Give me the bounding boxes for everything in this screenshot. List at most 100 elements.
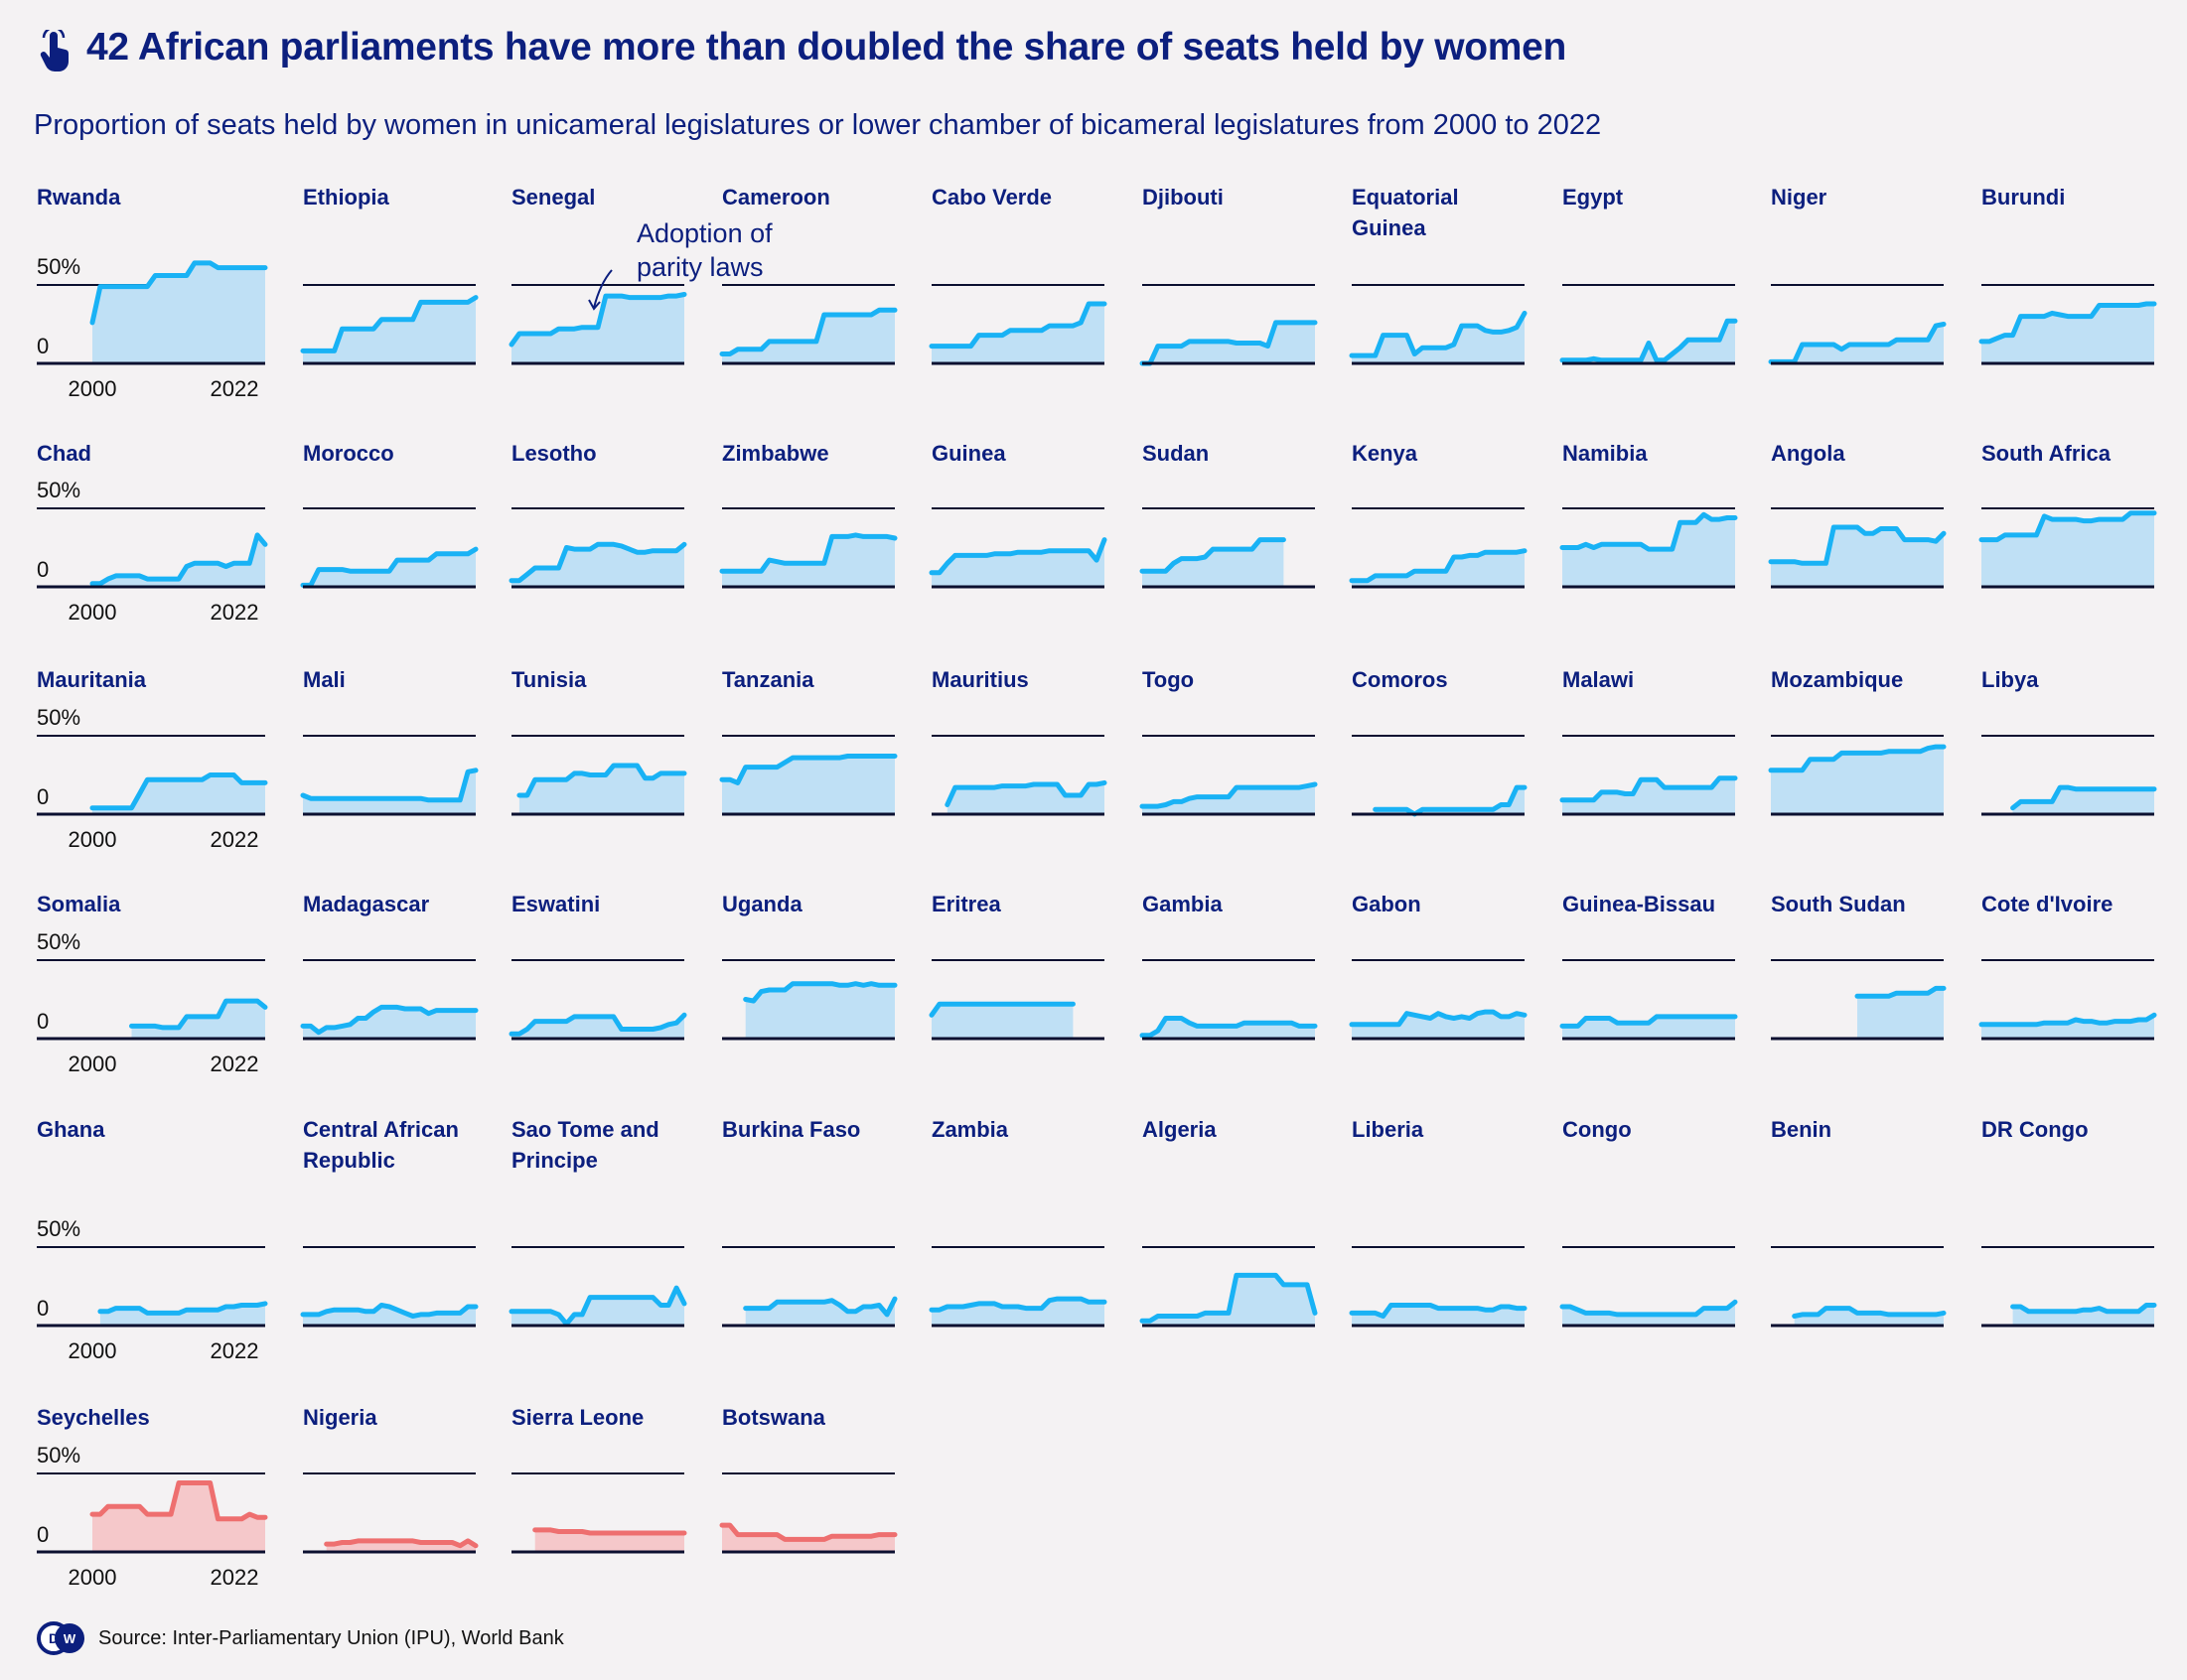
- series-line: [1792, 1306, 1947, 1319]
- series-area: [303, 770, 476, 814]
- series-line: [1139, 781, 1318, 809]
- series-area: [1857, 988, 1944, 1039]
- series-area: [511, 1015, 684, 1039]
- x-tick-2000: 2000: [68, 376, 117, 401]
- series-area: [932, 1299, 1104, 1326]
- annotation-line-2: parity laws: [637, 252, 764, 282]
- source-text: Source: Inter-Parliamentary Union (IPU),…: [98, 1626, 564, 1649]
- country-title: Malawi: [1562, 667, 1635, 692]
- country-title: Benin: [1771, 1117, 1832, 1142]
- y-tick-50: 50%: [37, 478, 81, 502]
- series-area: [932, 1004, 1074, 1039]
- y-tick-0: 0: [37, 1522, 50, 1547]
- y-tick-50: 50%: [37, 705, 81, 730]
- series-area: [745, 983, 895, 1039]
- country-title: Chad: [37, 441, 91, 466]
- series-area: [1771, 747, 1944, 814]
- country-title: Togo: [1142, 667, 1195, 692]
- series-area: [745, 1299, 895, 1326]
- y-tick-0: 0: [37, 784, 50, 809]
- country-title: Seychelles: [37, 1405, 150, 1430]
- country-title: Namibia: [1562, 441, 1648, 466]
- series-line: [1768, 322, 1947, 364]
- series-line: [509, 541, 687, 584]
- x-tick-2022: 2022: [210, 1565, 259, 1590]
- country-title: Eswatini: [511, 892, 601, 916]
- series-line: [1373, 784, 1528, 817]
- dw-logo: D W: [37, 1621, 84, 1655]
- country-title: Mozambique: [1771, 667, 1904, 692]
- x-tick-2000: 2000: [68, 1565, 117, 1590]
- country-title: Botswana: [722, 1405, 825, 1430]
- annotation-line-1: Adoption of: [637, 218, 773, 248]
- series-area: [2012, 1305, 2154, 1326]
- country-title: Cote d'Ivoire: [1981, 892, 2114, 916]
- series-line: [1139, 320, 1318, 366]
- series-line: [1139, 1016, 1318, 1039]
- country-title: Niger: [1771, 185, 1827, 210]
- series-area: [722, 310, 895, 363]
- country-title: Mali: [303, 667, 346, 692]
- series-area: [303, 1007, 476, 1039]
- series-area: [1771, 527, 1944, 587]
- series-area: [1794, 1308, 1944, 1326]
- country-title: Sao Tome and Principe: [511, 1117, 659, 1173]
- country-title: South Africa: [1981, 441, 2111, 466]
- series-line: [743, 981, 898, 1004]
- country-title: Zambia: [932, 1117, 1009, 1142]
- series-area: [722, 534, 895, 587]
- country-title: Comoros: [1352, 667, 1448, 692]
- chart-title: 42 African parliaments have more than do…: [86, 26, 1567, 69]
- country-title: Burundi: [1981, 185, 2066, 210]
- series-line: [2010, 784, 2157, 811]
- series-line: [719, 532, 898, 574]
- country-title: Cabo Verde: [932, 185, 1053, 210]
- series-line: [929, 1001, 1076, 1018]
- series-area: [92, 534, 265, 587]
- country-title: Tunisia: [511, 667, 587, 692]
- series-line: [719, 754, 898, 785]
- x-tick-2022: 2022: [210, 376, 259, 401]
- series-area: [722, 1525, 895, 1552]
- series-line: [89, 1480, 268, 1522]
- series-line: [1349, 310, 1528, 358]
- svg-text:D: D: [49, 1630, 59, 1646]
- country-title: Ghana: [37, 1117, 105, 1142]
- country-title: Egypt: [1562, 185, 1624, 210]
- country-title: Guinea: [932, 441, 1006, 466]
- series-area: [1981, 1015, 2154, 1039]
- series-line: [719, 1522, 898, 1542]
- series-line: [1349, 1303, 1528, 1319]
- country-title: Liberia: [1352, 1117, 1424, 1142]
- y-tick-50: 50%: [37, 1216, 81, 1241]
- country-title: Eritrea: [932, 892, 1001, 916]
- series-line: [1978, 510, 2157, 543]
- series-area: [511, 544, 684, 587]
- series-area: [511, 1288, 684, 1326]
- series-line: [1559, 318, 1738, 363]
- country-title: Sudan: [1142, 441, 1210, 466]
- country-title: Cameroon: [722, 185, 830, 210]
- series-line: [929, 301, 1107, 350]
- series-line: [743, 1296, 898, 1318]
- series-line: [300, 546, 479, 588]
- country-title: Zimbabwe: [722, 441, 829, 466]
- series-line: [1978, 1012, 2157, 1028]
- parity-laws-annotation: Adoption of parity laws: [637, 216, 773, 284]
- y-tick-50: 50%: [37, 1443, 81, 1468]
- series-line: [1768, 744, 1947, 773]
- svg-text:W: W: [64, 1631, 76, 1646]
- x-tick-2022: 2022: [210, 600, 259, 625]
- country-title: Uganda: [722, 892, 802, 916]
- series-line: [532, 1527, 687, 1536]
- country-title: Central African Republic: [303, 1117, 459, 1173]
- series-area: [1562, 321, 1735, 363]
- series-line: [929, 1296, 1107, 1313]
- series-line: [2010, 1303, 2157, 1315]
- country-title: Guinea‑Bissau: [1562, 892, 1716, 916]
- y-tick-0: 0: [37, 334, 50, 358]
- series-line: [719, 307, 898, 356]
- country-title: Nigeria: [303, 1405, 377, 1430]
- series-line: [1559, 775, 1738, 803]
- series-area: [2012, 787, 2154, 814]
